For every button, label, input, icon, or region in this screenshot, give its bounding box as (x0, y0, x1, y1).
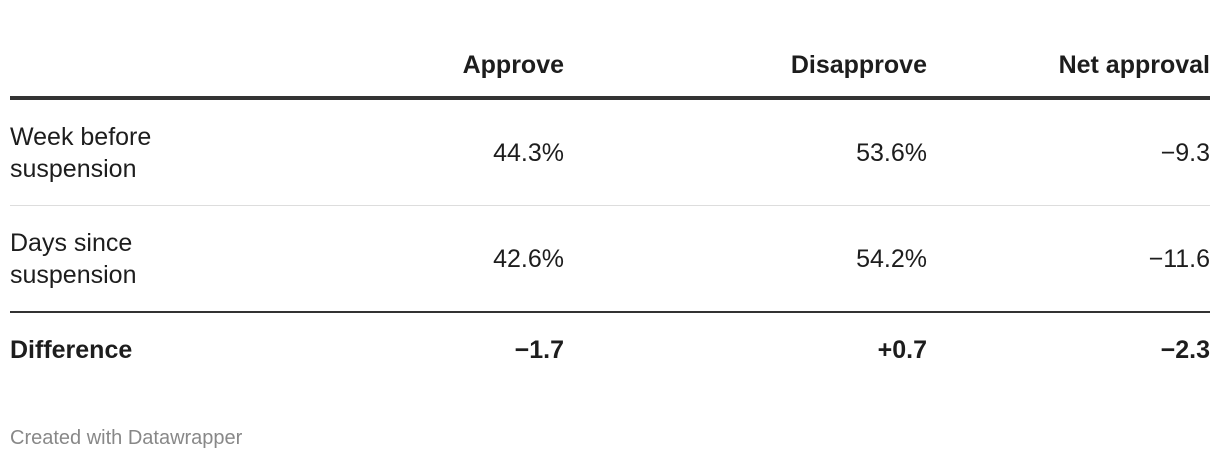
cell: Days since suspension (10, 205, 210, 312)
cell: −11.6 (927, 205, 1210, 312)
cell: −2.3 (927, 311, 1210, 387)
cell: −9.3 (1160, 138, 1210, 167)
footer-row: Difference −1.7 +0.7 −2.3 (10, 311, 1210, 387)
header-cell: Net approval (927, 34, 1210, 100)
cell: +0.7 (564, 311, 927, 387)
cell: Difference (10, 311, 210, 387)
table-body: Week before suspension 44.3% 53.6% −9.3 Days… (10, 98, 1210, 387)
cell: 53.6% (856, 138, 927, 167)
header-cell: Disapprove (564, 34, 927, 100)
credit: Created with Datawrapper (10, 427, 243, 449)
cell: 44.3% (493, 138, 564, 167)
cell: 42.6% (210, 205, 564, 312)
table-row: Week before suspension 44.3% 53.6% −9.3 (10, 98, 1210, 206)
cell: Week before suspension (10, 122, 152, 183)
data-table: Approve Disapprove Net approval Week befor… (10, 34, 1210, 387)
table-row: Days since suspension 42.6% 54.2% −11.6 (10, 205, 1210, 312)
cell: 54.2% (564, 205, 927, 312)
header-cell (10, 34, 210, 100)
header-cell: Approve (210, 34, 564, 100)
cell: −1.7 (210, 311, 564, 387)
header-row: Approve Disapprove Net approval (10, 34, 1210, 100)
